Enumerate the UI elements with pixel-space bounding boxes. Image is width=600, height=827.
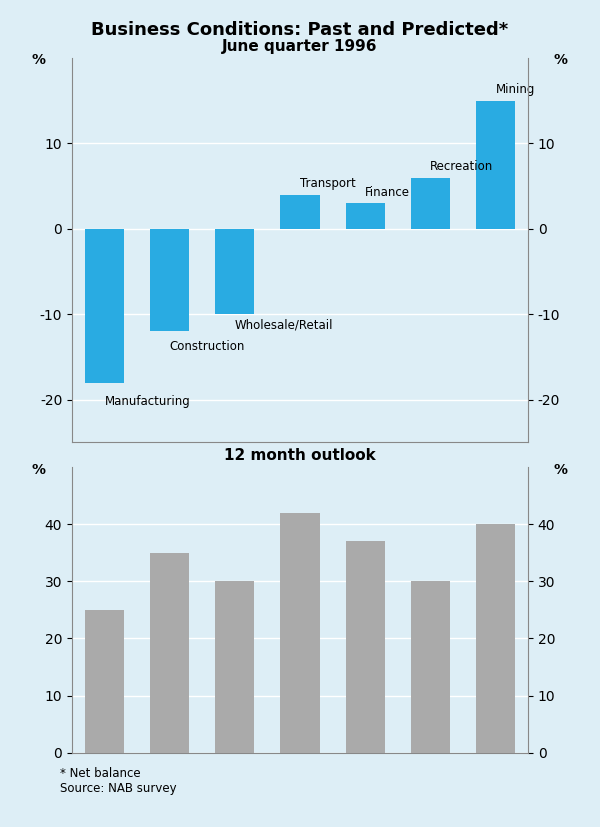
Title: June quarter 1996: June quarter 1996 [222, 39, 378, 54]
Bar [411, 581, 450, 753]
Bar [476, 524, 515, 753]
Bar [85, 229, 124, 383]
Text: Source: NAB survey: Source: NAB survey [60, 782, 176, 795]
Text: %: % [32, 53, 46, 66]
Bar [215, 229, 254, 314]
Bar [346, 203, 385, 229]
Bar [280, 194, 320, 229]
Text: %: % [554, 53, 568, 66]
Bar [150, 229, 189, 332]
Text: Transport: Transport [300, 177, 356, 190]
Bar [280, 513, 320, 753]
Text: %: % [32, 463, 46, 476]
Bar [85, 610, 124, 753]
Bar [411, 178, 450, 229]
Text: Manufacturing: Manufacturing [104, 395, 190, 409]
Bar [215, 581, 254, 753]
Text: %: % [554, 463, 568, 476]
Text: Recreation: Recreation [430, 160, 494, 174]
Text: Finance: Finance [365, 186, 410, 199]
Text: Business Conditions: Past and Predicted*: Business Conditions: Past and Predicted* [91, 21, 509, 39]
Text: Construction: Construction [170, 340, 245, 353]
Text: Wholesale/Retail: Wholesale/Retail [235, 318, 334, 332]
Bar [150, 553, 189, 753]
Bar [476, 101, 515, 229]
Text: * Net balance: * Net balance [60, 767, 140, 781]
Bar [346, 542, 385, 753]
Text: Mining: Mining [496, 84, 535, 97]
Title: 12 month outlook: 12 month outlook [224, 448, 376, 463]
